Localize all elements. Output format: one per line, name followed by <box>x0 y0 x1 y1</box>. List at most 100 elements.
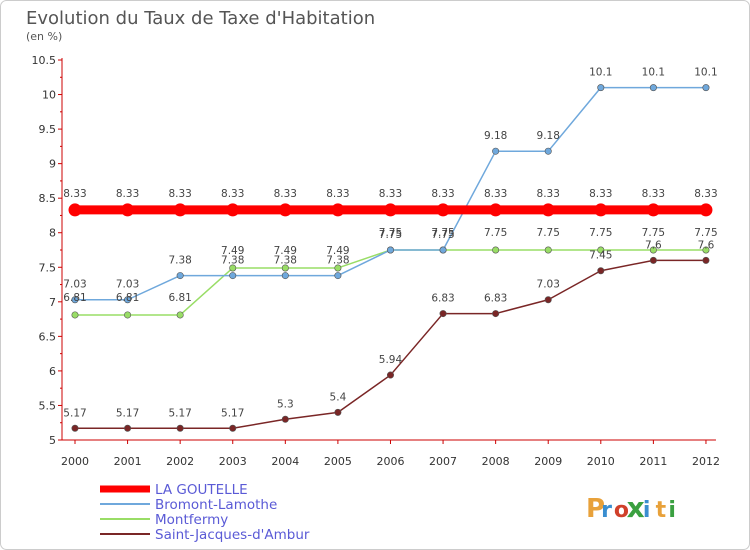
y-tick-label: 6 <box>49 365 56 378</box>
x-tick-label: 2000 <box>61 455 89 468</box>
series-0-point <box>121 203 135 217</box>
series-0-point <box>226 203 240 217</box>
series-1-data-label: 7.38 <box>168 255 191 267</box>
series-0-data-label: 8.33 <box>642 188 665 200</box>
series-0-point <box>331 203 345 217</box>
series-3-data-label: 7.6 <box>645 239 662 251</box>
legend-label-3: Saint-Jacques-d'Ambur <box>155 527 310 543</box>
series-1-data-label: 7.03 <box>63 279 86 291</box>
series-3-data-label: 6.83 <box>484 293 507 305</box>
series-1-data-label: 7.75 <box>379 229 402 241</box>
series-1-data-label: 10.1 <box>642 67 665 79</box>
series-0-point <box>436 203 450 217</box>
series-1-point <box>124 296 132 304</box>
y-tick-label: 5 <box>49 434 56 447</box>
legend-label-1: Bromont-Lamothe <box>155 497 277 513</box>
x-tick-label: 2005 <box>324 455 352 468</box>
series-1-data-label: 7.38 <box>274 255 297 267</box>
svg-text:o: o <box>614 498 629 523</box>
series-3-point <box>649 256 657 264</box>
series-3-point <box>439 310 447 318</box>
proxiti-logo: Pr oxi t i <box>586 491 676 524</box>
series-1-data-label: 9.18 <box>537 130 560 142</box>
series-1-data-label: 10.1 <box>694 67 717 79</box>
series-2-point <box>281 264 289 272</box>
legend-label-2: Montfermy <box>155 512 228 528</box>
svg-text:x: x <box>627 491 645 524</box>
series-2-data-label: 7.75 <box>642 227 665 239</box>
series-0-point <box>541 203 555 217</box>
x-tick-label: 2004 <box>271 455 299 468</box>
series-2-data-label: 7.49 <box>274 245 297 257</box>
series-2-data-label: 7.75 <box>379 227 402 239</box>
svg-text:r: r <box>601 498 612 523</box>
chart-subtitle: (en %) <box>26 30 62 43</box>
series-1-point <box>386 246 394 254</box>
x-tick-label: 2009 <box>534 455 562 468</box>
series-0-data-label: 8.33 <box>484 188 507 200</box>
series-1-point <box>439 246 447 254</box>
series-2-data-label: 7.75 <box>589 227 612 239</box>
series-3-data-label: 5.3 <box>277 398 294 410</box>
chart-title: Evolution du Taux de Taxe d'Habitation <box>26 8 375 29</box>
series-2-point <box>544 246 552 254</box>
y-tick-label: 9 <box>49 158 56 171</box>
svg-text:i: i <box>668 498 676 523</box>
series-1-data-label: 10.1 <box>589 67 612 79</box>
series-0-data-label: 8.33 <box>221 188 244 200</box>
series-0-data-label: 8.33 <box>274 188 297 200</box>
series-1-data-label: 7.38 <box>326 255 349 267</box>
series-3-point <box>229 424 237 432</box>
series-0-point <box>173 203 187 217</box>
series-1-point <box>229 272 237 280</box>
x-tick-label: 2012 <box>692 455 720 468</box>
x-tick-label: 2006 <box>376 455 404 468</box>
y-tick-label: 7.5 <box>39 261 57 274</box>
series-0-point <box>383 203 397 217</box>
series-2-data-label: 6.81 <box>116 292 139 304</box>
series-2-point <box>702 246 710 254</box>
series-0-data-label: 8.33 <box>694 188 717 200</box>
series-2-point <box>334 264 342 272</box>
series-0-data-label: 8.33 <box>63 188 86 200</box>
series-3-point <box>492 310 500 318</box>
x-tick-label: 2008 <box>482 455 510 468</box>
series-3-data-label: 7.45 <box>589 250 612 262</box>
x-tick-label: 2003 <box>219 455 247 468</box>
series-2-point <box>71 311 79 319</box>
series-2-point <box>229 264 237 272</box>
series-2-data-label: 7.75 <box>431 227 454 239</box>
series-2-data-label: 7.49 <box>326 245 349 257</box>
series-2-data-label: 6.81 <box>168 292 191 304</box>
series-0-point <box>594 203 608 217</box>
series-3-point <box>124 424 132 432</box>
y-tick-label: 10.5 <box>32 54 57 67</box>
series-3-point <box>334 408 342 416</box>
series-1-point <box>492 147 500 155</box>
series-3-data-label: 5.17 <box>63 407 86 419</box>
x-tick-label: 2010 <box>587 455 615 468</box>
svg-text:P: P <box>586 494 605 524</box>
series-2-data-label: 7.75 <box>694 227 717 239</box>
series-2-point <box>597 246 605 254</box>
series-0-point <box>278 203 292 217</box>
series-3-point <box>702 256 710 264</box>
y-tick-label: 8.5 <box>39 192 57 205</box>
series-3-point <box>597 267 605 275</box>
series-0-data-label: 8.33 <box>589 188 612 200</box>
series-0-point <box>489 203 503 217</box>
series-3-data-label: 5.17 <box>168 407 191 419</box>
series-3-data-label: 5.17 <box>116 407 139 419</box>
series-1-data-label: 7.38 <box>221 255 244 267</box>
series-3-data-label: 6.83 <box>431 293 454 305</box>
series-0-data-label: 8.33 <box>326 188 349 200</box>
x-tick-label: 2001 <box>114 455 142 468</box>
series-2-point <box>124 311 132 319</box>
series-0-data-label: 8.33 <box>537 188 560 200</box>
series-3-data-label: 5.4 <box>330 391 347 403</box>
series-3-data-label: 5.94 <box>379 354 403 366</box>
series-0-data-label: 8.33 <box>168 188 191 200</box>
legend-label-0: LA GOUTELLE <box>155 482 248 498</box>
y-tick-label: 10 <box>42 89 56 102</box>
y-tick-label: 8 <box>49 227 56 240</box>
